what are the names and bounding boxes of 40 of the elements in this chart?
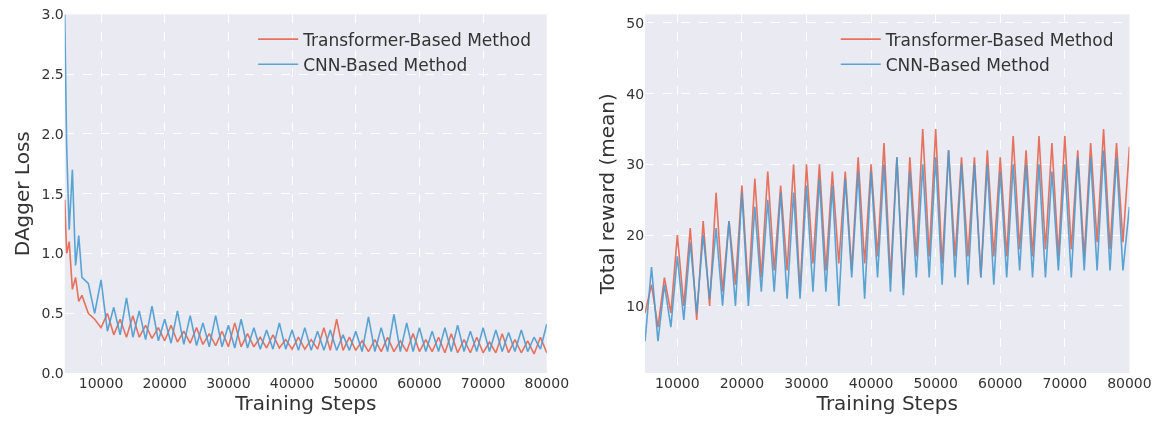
x-tick-label: 80000 (1107, 375, 1152, 392)
line-series (645, 149, 1130, 343)
y-tick-label: 20 (626, 227, 645, 244)
x-tick-label: 60000 (977, 375, 1023, 392)
x-tick-label: 10000 (78, 375, 124, 392)
line-series (64, 198, 547, 355)
x-tick-label: 50000 (333, 375, 379, 392)
y-tick-label: 0.0 (41, 364, 64, 381)
x-tick-label: 40000 (269, 375, 315, 392)
y-tick-label: 3.0 (41, 6, 64, 23)
legend-label: Transformer-Based Method (884, 29, 1114, 50)
y-tick-label: 2.5 (41, 66, 64, 83)
x-tick-label: 20000 (719, 375, 765, 392)
y-tick-label: 2.0 (41, 125, 64, 142)
x-tick-label: 80000 (524, 375, 570, 392)
y-tick-label: 1.0 (41, 245, 64, 262)
x-axis-title: Training Steps (815, 391, 958, 416)
y-tick-label: 40 (626, 85, 645, 102)
y-tick-label: 10 (626, 297, 645, 314)
x-tick-label: 70000 (1042, 375, 1088, 392)
y-axis-title: DAgger Loss (9, 131, 34, 257)
x-tick-label: 60000 (397, 375, 442, 392)
x-tick-label: 70000 (460, 375, 506, 392)
y-tick-label: 1.5 (41, 185, 64, 202)
legend-label: CNN-Based Method (885, 54, 1050, 75)
y-axis-title: Total reward (mean) (594, 93, 619, 296)
x-tick-label: 50000 (913, 375, 958, 392)
x-tick-label: 40000 (848, 375, 894, 392)
x-tick-label: 20000 (142, 375, 187, 392)
y-tick-label: 0.5 (41, 305, 64, 322)
line-series (645, 128, 1130, 328)
x-tick-label: 10000 (655, 375, 700, 392)
x-tick-label: 30000 (784, 375, 829, 392)
x-tick-label: 30000 (206, 375, 251, 392)
legend-label: Transformer-Based Method (302, 29, 531, 50)
line-series (64, 14, 547, 353)
legend-label: CNN-Based Method (303, 54, 468, 75)
y-tick-label: 30 (626, 156, 645, 173)
y-tick-label: 50 (626, 14, 645, 31)
x-axis-title: Training Steps (234, 391, 377, 416)
